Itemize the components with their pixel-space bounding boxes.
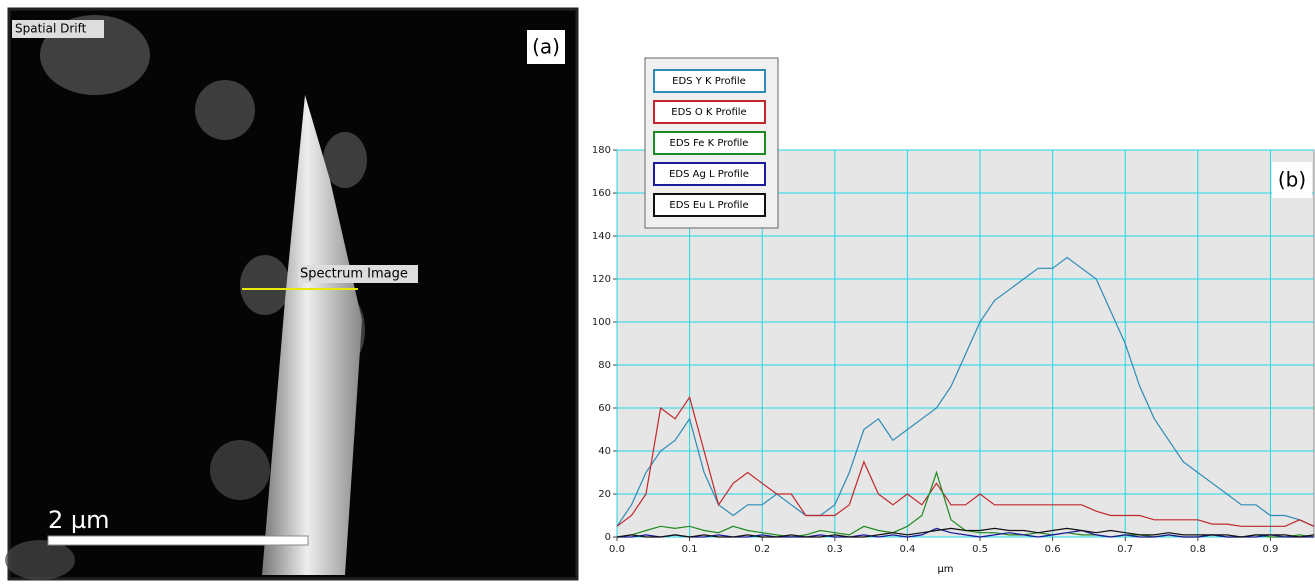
legend-swatch — [653, 193, 766, 217]
legend-label: EDS Ag L Profile — [669, 169, 749, 180]
panel-label: (a) — [532, 35, 560, 59]
label-box — [527, 30, 565, 64]
needle — [262, 95, 362, 575]
series-line — [616, 256, 1315, 527]
x-tick-label: 0.7 — [1117, 544, 1133, 555]
scale-bar — [47, 535, 309, 546]
legend-label: EDS Eu L Profile — [669, 200, 748, 211]
x-tick-label: 0.9 — [1262, 544, 1278, 555]
series-line — [616, 527, 1315, 538]
x-tick-label: 0.5 — [972, 544, 988, 555]
y-tick-label: 0 — [605, 532, 611, 543]
legend: EDS Y K Profile EDS O K Profile EDS Fe K P… — [644, 57, 779, 229]
chart: 0 20 40 60 80 100 120 140 160 180 0.0 0.1 0.2 0.3 0.4 0… — [592, 57, 1315, 575]
particle — [195, 80, 255, 140]
legend-swatch — [653, 100, 766, 124]
particle — [210, 440, 270, 500]
x-tick-label: 0.3 — [827, 544, 843, 555]
x-tick-label: 0.6 — [1045, 544, 1061, 555]
panel-label-box — [1272, 162, 1312, 198]
legend-swatch — [653, 131, 766, 155]
x-tick-label: 0.2 — [754, 544, 770, 555]
y-tick-label: 160 — [592, 188, 611, 199]
label: Spatial Drift — [15, 22, 87, 36]
x-tick-label: 0.0 — [609, 544, 625, 555]
particle — [240, 255, 290, 315]
legend-label: EDS Y K Profile — [672, 76, 746, 87]
y-tick-label: 80 — [598, 360, 611, 371]
legend-label: EDS O K Profile — [671, 107, 746, 118]
panel-label: (b) — [1278, 168, 1306, 192]
image-panel: Spatial Drift (a) Spectrum Image 2 µm — [5, 7, 579, 581]
scale-bar-label: 2 µm — [48, 506, 110, 534]
series-line — [616, 395, 1315, 527]
legend-swatch — [653, 69, 766, 93]
label: Spectrum Image — [300, 267, 408, 282]
x-tick-label: 0.8 — [1190, 544, 1206, 555]
particle — [323, 132, 367, 188]
y-tick-label: 100 — [592, 317, 611, 328]
legend-label: EDS Fe K Profile — [670, 138, 749, 149]
y-tick-label: 140 — [592, 231, 611, 242]
y-tick-label: 180 — [592, 145, 611, 156]
y-tick-label: 20 — [598, 489, 611, 500]
x-axis-label: µm — [937, 564, 953, 575]
y-tick-label: 60 — [598, 403, 611, 414]
legend-swatch — [653, 162, 766, 186]
x-tick-label: 0.4 — [899, 544, 915, 555]
label-box — [298, 265, 418, 283]
x-tick-label: 0.1 — [682, 544, 698, 555]
label-box — [12, 20, 104, 38]
y-tick-label: 40 — [598, 446, 611, 457]
y-tick-label: 120 — [592, 274, 611, 285]
particle — [5, 540, 75, 580]
